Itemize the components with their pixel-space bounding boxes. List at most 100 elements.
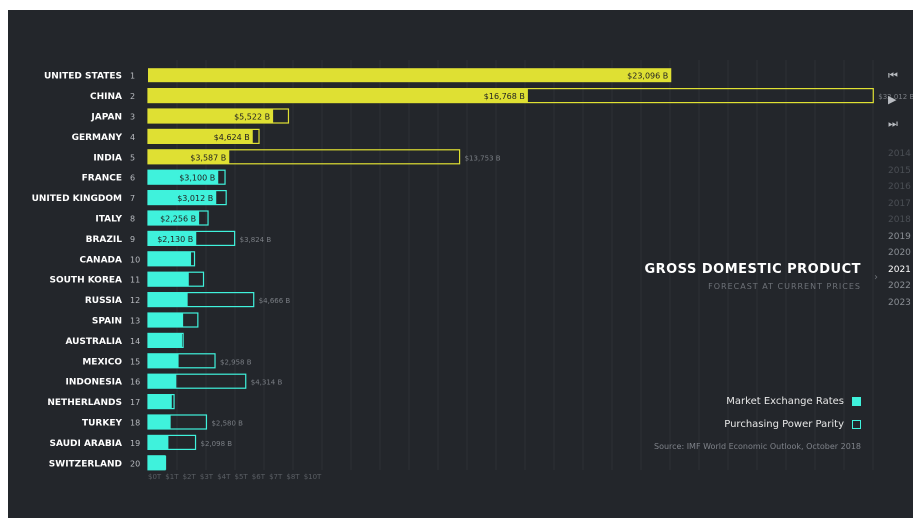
country-label: RUSSIA (85, 296, 122, 306)
skip-forward-icon[interactable]: ⏭ (888, 117, 898, 130)
mer-value-label: $3,012 B (177, 194, 213, 203)
country-label: BRAZIL (86, 235, 123, 245)
legend: Market Exchange Rates Purchasing Power P… (654, 390, 861, 451)
ppp-value-label: $4,314 B (251, 379, 283, 387)
country-label: SAUDI ARABIA (50, 439, 123, 449)
title-block: GROSS DOMESTIC PRODUCT FORECAST AT CURRE… (644, 262, 861, 291)
mer-bar (148, 211, 200, 225)
country-label: JAPAN (90, 113, 122, 123)
year-item[interactable]: 2014 (888, 149, 911, 159)
ppp-value-label: $3,824 B (240, 236, 272, 244)
chart-subtitle: FORECAST AT CURRENT PRICES (708, 282, 861, 291)
ppp-value-label: $2,580 B (211, 420, 243, 428)
mer-bar (148, 353, 179, 368)
mer-value-label: $2,130 B (157, 235, 193, 244)
mer-bar (148, 313, 184, 327)
legend-swatch-mer (852, 397, 861, 406)
country-label: TURKEY (82, 419, 122, 429)
chart-frame: $0T $1T $2T $3T $4T $5T $6T $7T $8T $10T UNITED ST… (8, 10, 913, 518)
mer-bar (148, 292, 188, 307)
country-label: INDIA (93, 153, 122, 163)
mer-bar (148, 190, 217, 205)
rank-label: 18 (130, 419, 140, 428)
country-label: GERMANY (72, 133, 123, 143)
country-label: UNITED STATES (44, 72, 122, 82)
country-label: FRANCE (82, 174, 122, 184)
x-tick-label: $8T (286, 473, 300, 481)
rank-label: 5 (130, 153, 135, 162)
skip-back-icon[interactable]: ⏮ (888, 69, 898, 82)
mer-value-label: $16,768 B (484, 92, 525, 101)
source-note: Source: IMF World Economic Outlook, Octo… (653, 442, 861, 451)
mer-bar (148, 149, 230, 164)
year-item[interactable]: 2019 (888, 231, 911, 242)
ppp-value-label: $2,098 B (201, 440, 233, 448)
country-label: SWITZERLAND (49, 459, 122, 469)
country-label: CHINA (90, 92, 122, 102)
rank-label: 17 (130, 398, 140, 407)
rank-label: 8 (130, 215, 135, 224)
legend-label-ppp: Purchasing Power Parity (724, 419, 844, 430)
x-tick-label: $2T (183, 473, 197, 481)
mer-bar (148, 455, 167, 470)
year-item[interactable]: 2023 (888, 297, 911, 308)
rank-label: 6 (130, 174, 135, 183)
gdp-bar-chart: $0T $1T $2T $3T $4T $5T $6T $7T $8T $10T UNITED ST… (32, 60, 913, 481)
year-item[interactable]: 2021 (888, 264, 911, 275)
mer-bar (148, 394, 172, 409)
year-item[interactable]: 2015 (888, 165, 911, 176)
mer-value-label: $2,256 B (160, 215, 196, 224)
country-label: INDONESIA (66, 378, 123, 388)
ppp-value-label: $32,012 B (878, 93, 913, 101)
mer-bar (148, 251, 192, 266)
mer-bar (148, 68, 672, 83)
rank-label: 15 (130, 357, 140, 366)
year-item[interactable]: 2016 (888, 182, 911, 192)
rank-label: 9 (130, 235, 135, 244)
ppp-value-label: $4,666 B (259, 297, 291, 305)
mer-value-label: $23,096 B (627, 72, 668, 81)
legend-item-ppp: Purchasing Power Parity (654, 413, 861, 436)
country-label: SPAIN (92, 317, 122, 327)
rank-label: 10 (130, 255, 140, 264)
country-label: SOUTH KOREA (49, 276, 122, 286)
rank-label: 12 (130, 296, 140, 305)
country-label: CANADA (79, 255, 122, 265)
rank-label: 7 (130, 194, 135, 203)
x-tick-label: $6T (252, 473, 266, 481)
ppp-value-label: $2,958 B (220, 358, 252, 366)
country-label: AUSTRALIA (65, 337, 122, 347)
mer-bar (148, 231, 197, 246)
year-item[interactable]: 2018 (888, 215, 911, 225)
year-item[interactable]: 2022 (888, 281, 911, 291)
x-tick-label: $7T (269, 473, 283, 481)
legend-label-mer: Market Exchange Rates (726, 396, 844, 407)
rank-label: 1 (130, 72, 135, 81)
mer-bar (148, 374, 177, 389)
playback-controls: ⏮ ▶ ⏭ (888, 64, 913, 136)
rank-label: 19 (130, 439, 140, 448)
rank-label: 16 (130, 378, 140, 387)
rank-label: 13 (130, 317, 140, 326)
play-icon[interactable]: ▶ (888, 93, 897, 106)
rank-label: 3 (130, 113, 135, 122)
legend-swatch-ppp (852, 420, 861, 429)
x-tick-label: $10T (304, 473, 322, 481)
mer-bar (148, 435, 169, 450)
x-tick-label: $0T (148, 473, 162, 481)
mer-value-label: $3,587 B (190, 153, 226, 162)
year-item[interactable]: 2017 (888, 198, 911, 209)
mer-value-label: $3,100 B (179, 174, 215, 183)
year-item[interactable]: 2020 (888, 248, 911, 258)
x-tick-label: $5T (235, 473, 249, 481)
year-list: 2014 2015 2016 2017 2018 2019 2020 2021 2022 2023 (888, 146, 913, 311)
country-label: UNITED KINGDOM (32, 194, 122, 204)
x-tick-label: $1T (165, 473, 179, 481)
rank-label: 11 (130, 276, 140, 285)
rank-label: 20 (130, 459, 140, 468)
mer-bar (148, 88, 528, 103)
mer-bar (148, 109, 274, 123)
mer-bar (148, 272, 189, 287)
mer-bar (148, 129, 253, 144)
rank-label: 4 (130, 133, 135, 142)
